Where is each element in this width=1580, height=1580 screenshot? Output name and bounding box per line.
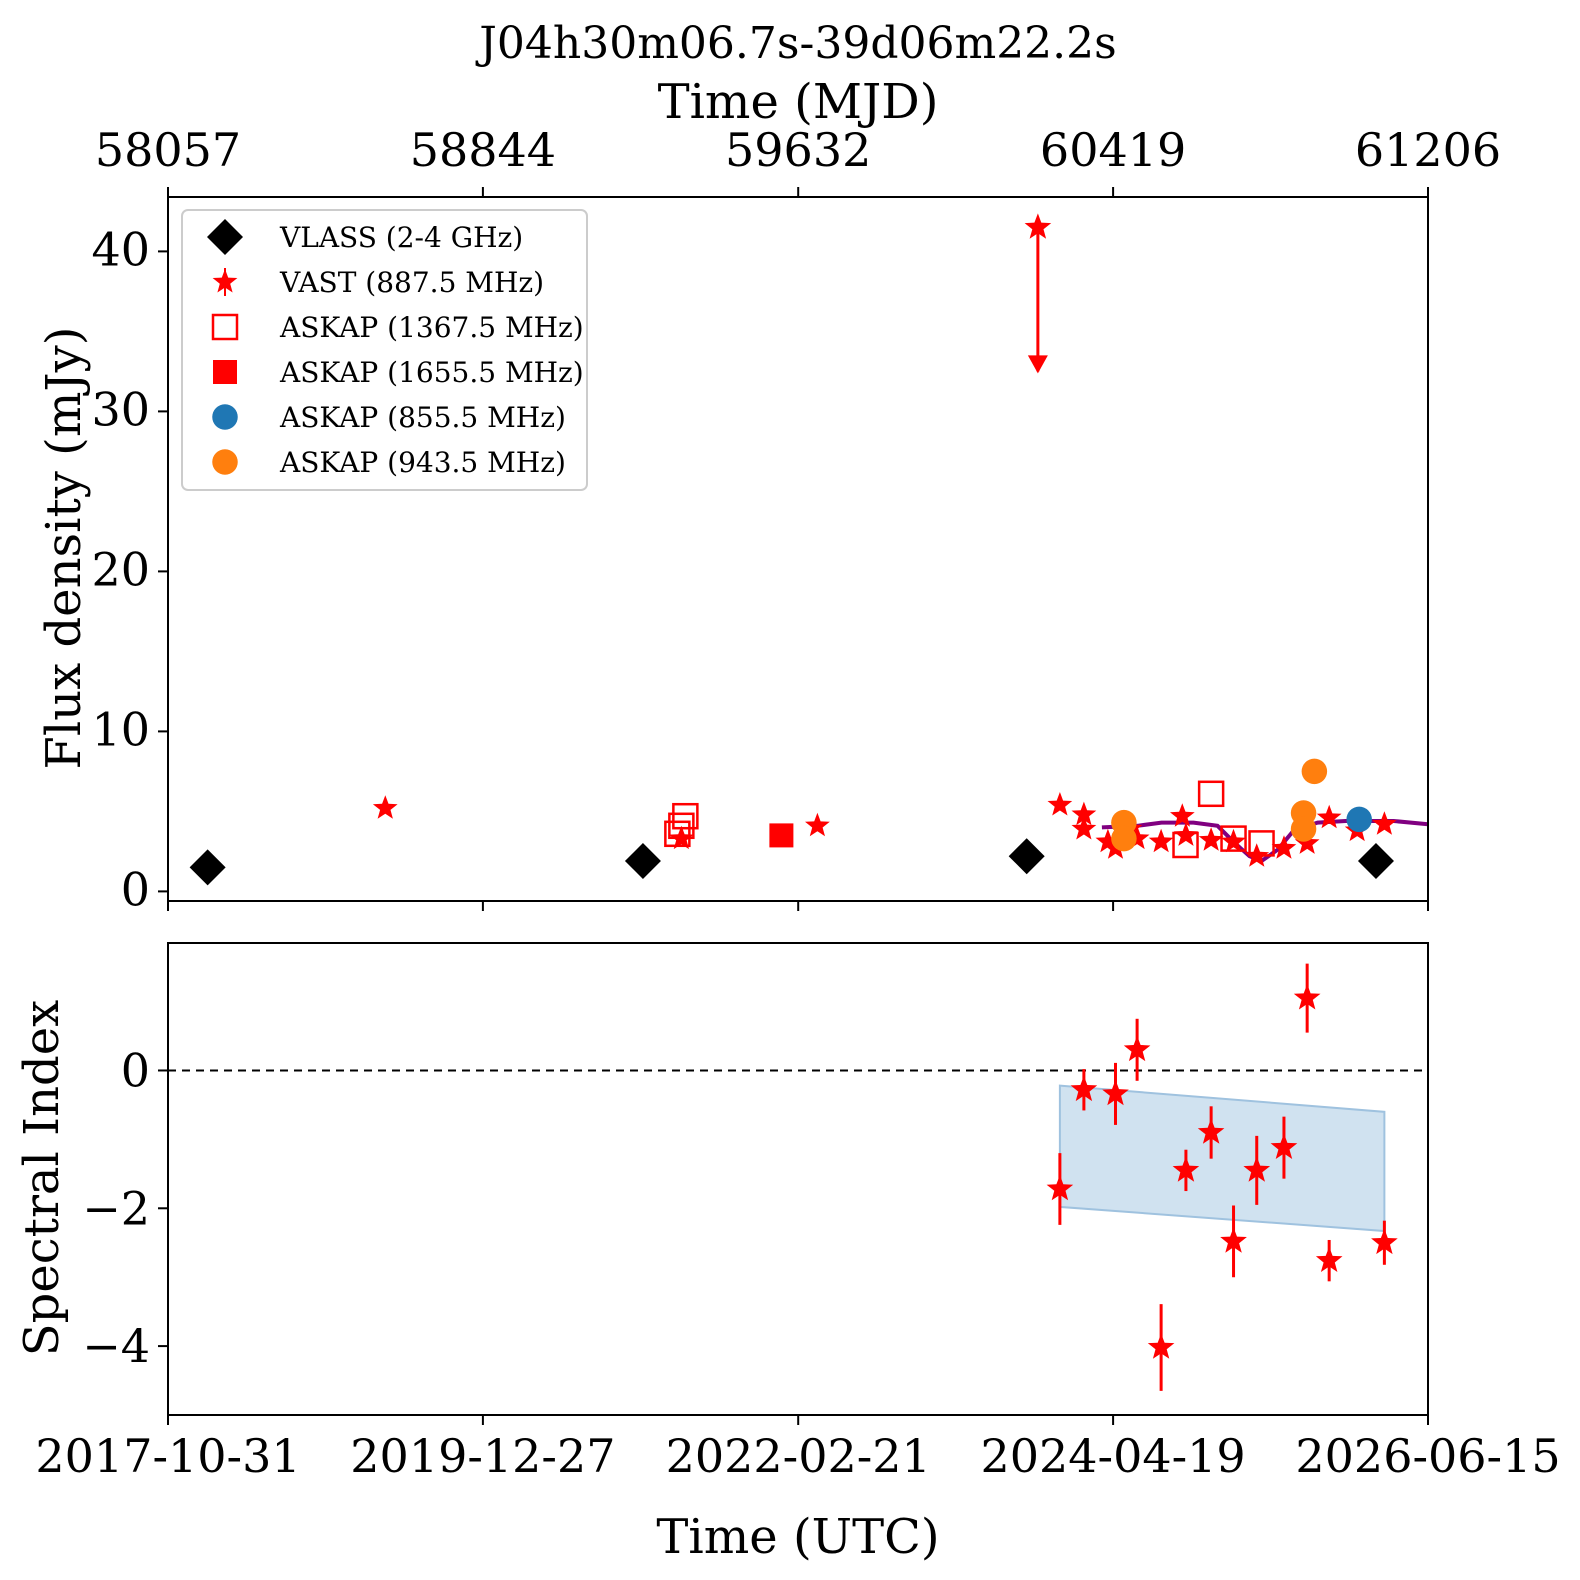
flux-point [1357,843,1394,879]
flux-point [1172,831,1199,859]
flux-y-tick-label: 30 [91,382,150,436]
spectral-index-panel: 0 −2 −4 2017-10-31 2019-12-27 2022-02-21 2024-… [35,963,1561,1483]
bottom-axis-title: Time (UTC) [656,1509,939,1565]
flux-panel: 0 10 20 30 40 58057 58844 59632 60419 61206 [91,123,1501,916]
flux-y-tick-label: 20 [91,542,150,596]
flux-point [1290,816,1317,842]
legend-marker [212,269,238,293]
flux-point [1271,835,1297,859]
flux-point [1294,830,1320,854]
flux-point [668,812,695,840]
legend-marker [212,449,238,475]
index-point [1147,1333,1175,1359]
date-tick-label: 2024-04-19 [980,1429,1245,1483]
index-y-axis-title: Spectral Index [14,1000,70,1356]
index-y-tick-label: −2 [82,1181,150,1235]
legend-marker [213,360,237,384]
flux-point [189,849,226,886]
index-point [1123,1035,1151,1062]
flux-point [1008,838,1045,875]
flux-point [1197,780,1225,808]
index-point [1220,1227,1247,1253]
date-tick-label: 2022-02-21 [666,1429,931,1483]
index-panel-frame [167,942,1429,1416]
flux-point [1047,792,1073,816]
index-y-tick-label: −4 [82,1319,150,1373]
index-point [1070,1075,1098,1102]
index-point [1315,1246,1343,1272]
flux-y-tick-label: 10 [91,702,150,756]
index-point [1046,1175,1074,1201]
legend-marker [211,313,239,341]
date-tick-label: 2026-06-15 [1295,1429,1560,1483]
flux-point [805,812,830,837]
flux-point [1170,803,1195,827]
legend-marker [212,404,238,430]
flux-point [1248,830,1275,857]
legend-label: ASKAP (855.5 MHz) [279,401,566,434]
index-point [1172,1156,1200,1182]
flux-point [1346,806,1372,833]
spectral-index-band [1058,1084,1386,1233]
flux-point [1071,816,1097,840]
flux-point [664,820,691,848]
flux-point [1301,758,1328,785]
flux-point [1372,811,1397,835]
flux-y-tick-label: 0 [121,862,150,916]
flux-point [672,802,699,830]
legend-label: ASKAP (1367.5 MHz) [279,311,584,344]
legend-label: VAST (887.5 MHz) [279,266,544,299]
legend-label: ASKAP (1655.5 MHz) [279,356,584,389]
flux-y-tick-label: 40 [91,222,150,276]
mjd-tick-label: 59632 [725,123,871,177]
flux-point [1221,828,1246,853]
legend: VLASS (2-4 GHz) VAST (887.5 MHz) ASKAP (13… [181,209,588,491]
mjd-tick-label: 61206 [1355,123,1501,177]
flux-point [1124,825,1150,850]
top-axis-title: Time (MJD) [658,74,939,130]
index-point [1243,1156,1271,1182]
legend-marker [207,219,243,255]
flux-point [1095,828,1121,853]
flux-point [1111,825,1137,852]
mjd-tick-label: 60419 [1040,123,1186,177]
legend-label: VLASS (2-4 GHz) [279,221,523,254]
legend-frame [181,209,588,491]
date-tick-label: 2019-12-27 [350,1429,615,1483]
index-point [1197,1118,1225,1144]
flux-point [1198,827,1224,851]
upper-limit-arrow-head [1027,355,1048,374]
flux-point [1071,801,1097,826]
flux-point [624,843,661,879]
mjd-tick-label: 58844 [410,123,556,177]
index-y-tick-label: 0 [121,1043,150,1097]
index-point [1102,1079,1129,1106]
index-point [1293,984,1321,1010]
flux-point [769,823,794,848]
upper-limit-star [1024,213,1052,239]
flux-point [372,795,398,819]
flux-y-axis-title: Flux density (mJy) [36,327,92,770]
date-tick-label: 2017-10-31 [35,1429,300,1483]
flux-panel-frame [167,196,1429,902]
chart-title: J04h30m06.7s-39d06m22.2s [475,18,1117,69]
legend-label: ASKAP (943.5 MHz) [279,446,566,479]
mjd-tick-label: 58057 [95,123,241,177]
index-point [1270,1133,1298,1159]
flux-point [1220,825,1247,852]
flux-point [1148,828,1174,853]
flux-point [1316,804,1342,829]
index-point [1371,1228,1398,1255]
